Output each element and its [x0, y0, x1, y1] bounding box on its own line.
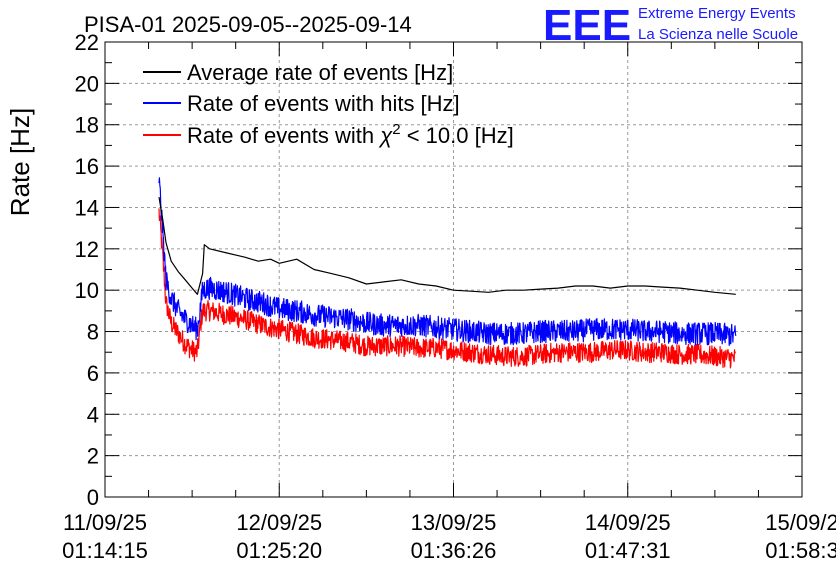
chart-title: PISA-01 2025-09-05--2025-09-14 [84, 12, 412, 37]
legend-chi2-pre: Rate of events with [187, 123, 380, 148]
y-tick-label: 12 [75, 237, 99, 262]
series-line-0 [158, 196, 736, 295]
x-tick-time: 01:14:15 [62, 538, 148, 563]
x-tick-date: 13/09/25 [411, 510, 497, 535]
y-tick-label: 8 [87, 320, 99, 345]
logo-mark: EEE [543, 1, 631, 50]
x-tick-time: 01:47:31 [585, 538, 671, 563]
x-tick-date: 11/09/25 [63, 510, 147, 535]
legend-chi2-sup: 2 [392, 121, 400, 138]
series-line-1 [158, 177, 737, 346]
x-tick-time: 01:36:26 [411, 538, 497, 563]
logo-line-1: Extreme Energy Events [638, 5, 796, 22]
x-tick-date: 14/09/25 [585, 510, 671, 535]
y-tick-label: 22 [75, 30, 99, 55]
x-tick-date: 15/09/2 [765, 510, 836, 535]
x-tick-time: 01:25:20 [236, 538, 322, 563]
y-tick-label: 18 [75, 113, 99, 138]
legend: Average rate of events [Hz] Rate of even… [143, 60, 514, 148]
series-line-2 [158, 208, 736, 369]
y-axis: 0 2 4 6 8 10 12 14 16 18 20 22 [75, 30, 802, 510]
y-tick-label: 4 [87, 402, 99, 427]
legend-label-chi2: Rate of events with χ2 < 10.0 [Hz] [187, 121, 514, 148]
x-tick-date: 12/09/25 [236, 510, 322, 535]
y-tick-label: 0 [87, 485, 99, 510]
y-tick-label: 2 [87, 444, 99, 469]
legend-chi2-post: < 10.0 [Hz] [401, 123, 514, 148]
logo-line-2: La Scienza nelle Scuole [638, 26, 798, 43]
legend-label-hits: Rate of events with hits [Hz] [187, 91, 460, 116]
legend-chi2-symbol: χ [378, 123, 393, 148]
y-tick-label: 10 [75, 278, 99, 303]
y-tick-label: 6 [87, 361, 99, 386]
eee-logo: EEE Extreme Energy Events La Scienza nel… [543, 1, 798, 50]
y-tick-label: 20 [75, 71, 99, 96]
series-group [158, 177, 737, 369]
legend-label-average: Average rate of events [Hz] [187, 60, 453, 85]
y-tick-label: 16 [75, 154, 99, 179]
x-tick-time: 01:58:3 [765, 538, 836, 563]
y-tick-label: 14 [75, 195, 99, 220]
y-axis-label: Rate [Hz] [5, 108, 35, 216]
x-axis: 11/09/25 01:14:15 12/09/25 01:25:20 13/09/25… [62, 42, 836, 563]
